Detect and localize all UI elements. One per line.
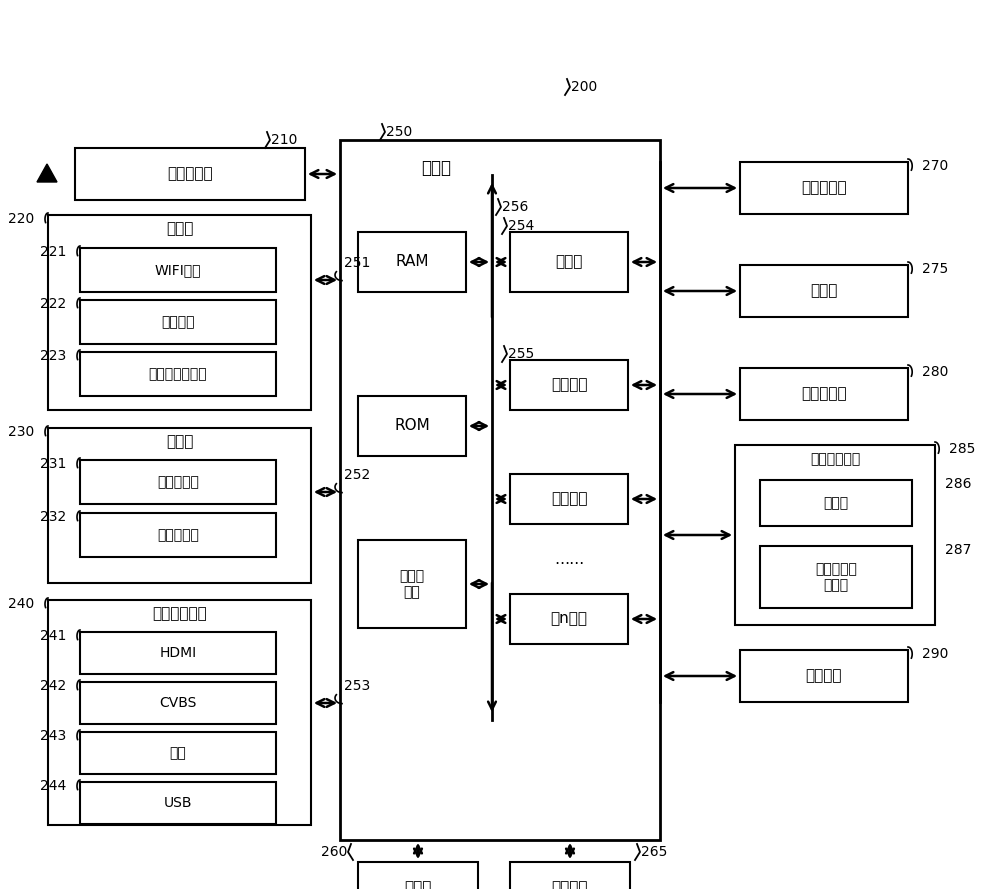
Text: 通信器: 通信器 <box>166 221 193 236</box>
Text: 251: 251 <box>344 256 370 270</box>
Text: 处理器: 处理器 <box>555 254 583 269</box>
Text: 242: 242 <box>40 679 66 693</box>
Text: USB: USB <box>164 796 192 810</box>
Text: 210: 210 <box>271 133 297 147</box>
Bar <box>80 632 276 674</box>
Text: ……: …… <box>554 551 584 566</box>
Text: 280: 280 <box>922 365 948 379</box>
Text: 第n接口: 第n接口 <box>550 612 588 627</box>
Text: 声音采集器: 声音采集器 <box>157 475 199 489</box>
Text: 290: 290 <box>922 647 948 661</box>
Bar <box>75 148 305 200</box>
Bar <box>358 540 466 628</box>
Bar <box>80 682 276 724</box>
Text: 蓝牙模块: 蓝牙模块 <box>161 315 195 329</box>
Polygon shape <box>37 164 57 182</box>
Bar <box>80 300 276 344</box>
Bar <box>510 594 628 644</box>
Bar <box>48 600 311 825</box>
Text: 286: 286 <box>945 477 972 491</box>
Text: 分量: 分量 <box>170 746 186 760</box>
Text: 287: 287 <box>945 543 971 557</box>
Bar <box>340 140 660 840</box>
Text: 223: 223 <box>40 349 66 363</box>
Text: 241: 241 <box>40 629 66 643</box>
Text: 254: 254 <box>508 219 534 233</box>
Bar <box>510 862 630 889</box>
Text: 外接音响输
出端子: 外接音响输 出端子 <box>815 562 857 592</box>
Text: 250: 250 <box>386 125 412 139</box>
Text: 244: 244 <box>40 779 66 793</box>
Bar <box>80 732 276 774</box>
Text: 有线以太网模块: 有线以太网模块 <box>149 367 207 381</box>
Text: 图像采集器: 图像采集器 <box>157 528 199 542</box>
Bar <box>740 650 908 702</box>
Bar <box>510 232 628 292</box>
Text: 255: 255 <box>508 347 534 361</box>
Text: 显示器: 显示器 <box>810 284 838 299</box>
Bar <box>358 396 466 456</box>
Text: 256: 256 <box>502 200 528 214</box>
Text: 音频输出接口: 音频输出接口 <box>810 452 860 466</box>
Text: HDMI: HDMI <box>159 646 197 660</box>
Text: 第一接口: 第一接口 <box>551 378 587 393</box>
Text: 音频处理器: 音频处理器 <box>801 387 847 402</box>
Text: 扬声器: 扬声器 <box>823 496 849 510</box>
Text: 232: 232 <box>40 510 66 524</box>
Bar <box>80 782 276 824</box>
Text: 用户接口: 用户接口 <box>552 880 588 889</box>
Text: 调谐解调器: 调谐解调器 <box>167 166 213 181</box>
Text: CVBS: CVBS <box>159 696 197 710</box>
Text: 221: 221 <box>40 245 66 259</box>
Bar <box>735 445 935 625</box>
Bar <box>48 428 311 583</box>
Text: 第二接口: 第二接口 <box>551 492 587 507</box>
Text: 220: 220 <box>8 212 34 226</box>
Text: 图形处
理器: 图形处 理器 <box>399 569 425 599</box>
Text: 275: 275 <box>922 262 948 276</box>
Text: 230: 230 <box>8 425 34 439</box>
Bar <box>48 215 311 410</box>
Text: 252: 252 <box>344 468 370 482</box>
Bar <box>80 513 276 557</box>
Text: 200: 200 <box>571 80 597 94</box>
Bar <box>358 862 478 889</box>
Text: WIFI模块: WIFI模块 <box>155 263 201 277</box>
Text: 222: 222 <box>40 297 66 311</box>
Text: 视频处理器: 视频处理器 <box>801 180 847 196</box>
Text: 265: 265 <box>641 845 667 859</box>
Text: ROM: ROM <box>394 419 430 434</box>
Bar <box>510 360 628 410</box>
Bar <box>760 480 912 526</box>
Bar <box>80 352 276 396</box>
Text: 外部装置接口: 外部装置接口 <box>152 606 207 621</box>
Bar <box>760 546 912 608</box>
Bar <box>740 368 908 420</box>
Text: 检测器: 检测器 <box>166 435 193 450</box>
Bar <box>740 265 908 317</box>
Bar <box>358 232 466 292</box>
Bar <box>510 474 628 524</box>
Text: 供电电源: 供电电源 <box>806 669 842 684</box>
Text: 240: 240 <box>8 597 34 611</box>
Text: 控制器: 控制器 <box>421 159 451 177</box>
Bar <box>80 460 276 504</box>
Text: 243: 243 <box>40 729 66 743</box>
Text: 231: 231 <box>40 457 66 471</box>
Text: 260: 260 <box>321 845 347 859</box>
Text: 285: 285 <box>949 442 975 456</box>
Text: 270: 270 <box>922 159 948 173</box>
Bar <box>80 248 276 292</box>
Text: RAM: RAM <box>395 254 429 269</box>
Text: 存储器: 存储器 <box>404 880 432 889</box>
Text: 253: 253 <box>344 679 370 693</box>
Bar <box>740 162 908 214</box>
